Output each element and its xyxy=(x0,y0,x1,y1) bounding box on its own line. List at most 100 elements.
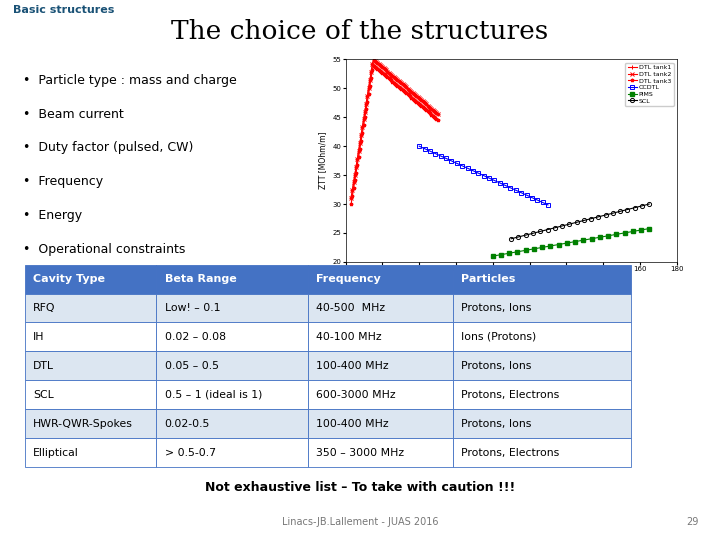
DTL tank2 xyxy=(422,102,431,108)
Text: HWR-QWR-Spokes: HWR-QWR-Spokes xyxy=(33,418,133,429)
Text: Not exhaustive list – To take with caution !!!: Not exhaustive list – To take with cauti… xyxy=(205,481,515,494)
PIMS xyxy=(488,253,497,259)
DTL tank2 xyxy=(433,111,442,117)
Text: 100-400 MHz: 100-400 MHz xyxy=(316,361,389,371)
CCDTL xyxy=(474,170,482,177)
Text: Ions (Protons): Ions (Protons) xyxy=(461,332,536,342)
DTL tank1 xyxy=(347,195,356,201)
Text: •  Operational constraints: • Operational constraints xyxy=(24,242,186,255)
Text: DTL: DTL xyxy=(33,361,54,371)
FancyBboxPatch shape xyxy=(453,438,631,467)
Text: Protons, Electrons: Protons, Electrons xyxy=(461,390,559,400)
Text: 0.05 – 0.5: 0.05 – 0.5 xyxy=(165,361,219,371)
PIMS xyxy=(579,237,588,244)
DTL tank1 xyxy=(422,102,431,108)
CCDTL xyxy=(511,187,520,193)
FancyBboxPatch shape xyxy=(156,294,308,322)
DTL tank2 xyxy=(396,79,405,85)
PIMS xyxy=(645,225,654,232)
FancyBboxPatch shape xyxy=(156,380,308,409)
Text: Protons, Ions: Protons, Ions xyxy=(461,361,531,371)
FancyBboxPatch shape xyxy=(308,322,453,352)
Text: Elliptical: Elliptical xyxy=(33,448,79,457)
CCDTL xyxy=(420,145,429,152)
PIMS xyxy=(554,241,563,248)
SCL xyxy=(601,212,610,218)
FancyBboxPatch shape xyxy=(156,409,308,438)
FancyBboxPatch shape xyxy=(25,352,156,380)
CCDTL xyxy=(452,160,461,166)
Text: •  Duty factor (pulsed, CW): • Duty factor (pulsed, CW) xyxy=(24,141,194,154)
CCDTL xyxy=(415,143,423,150)
CCDTL xyxy=(517,190,526,196)
SCL xyxy=(507,235,516,242)
SCL xyxy=(638,202,647,209)
Text: Protons, Ions: Protons, Ions xyxy=(461,418,531,429)
CCDTL xyxy=(533,197,541,203)
DTL tank2 xyxy=(374,61,383,68)
CCDTL xyxy=(485,175,493,181)
DTL tank3 xyxy=(420,106,429,112)
PIMS xyxy=(530,246,539,252)
CCDTL xyxy=(539,199,547,206)
CCDTL xyxy=(544,201,552,208)
PIMS xyxy=(604,233,613,239)
FancyBboxPatch shape xyxy=(308,409,453,438)
DTL tank2 xyxy=(367,69,376,76)
Text: IH: IH xyxy=(33,332,45,342)
Text: Frequency: Frequency xyxy=(316,274,381,284)
Legend: DTL tank1, DTL tank2, DTL tank3, CCDTL, PIMS, SCL: DTL tank1, DTL tank2, DTL tank3, CCDTL, … xyxy=(625,63,674,106)
DTL tank3 xyxy=(367,75,376,81)
DTL tank1 xyxy=(433,111,442,117)
SCL xyxy=(630,205,639,211)
DTL tank1 xyxy=(374,61,383,68)
Text: > 0.5-0.7: > 0.5-0.7 xyxy=(165,448,215,457)
DTL tank1 xyxy=(358,124,366,131)
Line: DTL tank2: DTL tank2 xyxy=(349,58,439,200)
SCL xyxy=(551,225,559,231)
CCDTL xyxy=(441,155,450,161)
Text: The choice of the structures: The choice of the structures xyxy=(171,19,549,44)
SCL xyxy=(565,221,574,227)
CCDTL xyxy=(458,163,467,169)
FancyBboxPatch shape xyxy=(308,380,453,409)
PIMS xyxy=(505,250,513,256)
SCL xyxy=(608,210,617,217)
DTL tank3 xyxy=(374,66,383,73)
DTL tank2 xyxy=(420,100,429,107)
DTL tank2 xyxy=(358,124,366,131)
DTL tank1 xyxy=(420,100,429,107)
FancyBboxPatch shape xyxy=(453,322,631,352)
PIMS xyxy=(612,231,621,238)
FancyBboxPatch shape xyxy=(156,265,308,294)
Y-axis label: ZTT [MOhm/m]: ZTT [MOhm/m] xyxy=(318,132,327,190)
CCDTL xyxy=(469,167,477,174)
FancyBboxPatch shape xyxy=(453,265,631,294)
DTL tank1 xyxy=(396,79,405,85)
Line: CCDTL: CCDTL xyxy=(417,144,550,207)
SCL xyxy=(587,215,595,222)
SCL xyxy=(594,214,603,220)
Text: •  Particle type : mass and charge: • Particle type : mass and charge xyxy=(24,74,237,87)
Text: Basic structures: Basic structures xyxy=(13,4,114,15)
Line: DTL tank3: DTL tank3 xyxy=(349,64,439,206)
Text: Linacs-JB.Lallement - JUAS 2016: Linacs-JB.Lallement - JUAS 2016 xyxy=(282,517,438,527)
DTL tank3 xyxy=(347,201,356,207)
FancyBboxPatch shape xyxy=(308,294,453,322)
SCL xyxy=(536,228,544,235)
Text: 600-3000 MHz: 600-3000 MHz xyxy=(316,390,396,400)
CCDTL xyxy=(436,153,445,159)
SCL xyxy=(572,219,581,226)
FancyBboxPatch shape xyxy=(25,409,156,438)
PIMS xyxy=(636,227,645,233)
SCL xyxy=(521,232,530,238)
PIMS xyxy=(595,234,604,240)
PIMS xyxy=(538,244,546,251)
PIMS xyxy=(571,238,580,245)
FancyBboxPatch shape xyxy=(308,438,453,467)
SCL xyxy=(623,206,631,213)
FancyBboxPatch shape xyxy=(25,265,156,294)
Text: •  Beam current: • Beam current xyxy=(24,107,125,120)
SCL xyxy=(645,201,654,207)
Text: 350 – 3000 MHz: 350 – 3000 MHz xyxy=(316,448,404,457)
